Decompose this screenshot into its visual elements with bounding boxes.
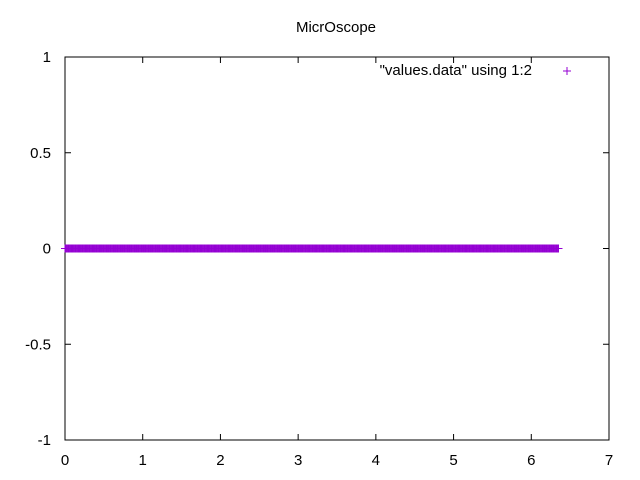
legend-label: "values.data" using 1:2 [380,62,532,79]
y-tick-label: 0 [43,241,51,258]
y-tick-label: -1 [38,432,51,449]
x-tick-label: 1 [139,452,147,469]
x-tick-label: 3 [294,452,302,469]
y-tick-label: 0.5 [30,145,51,162]
series-layer [61,244,563,253]
x-tick-label: 2 [216,452,224,469]
chart-title: MicrOscope [296,19,376,36]
x-tick-label: 6 [527,452,535,469]
legend: "values.data" using 1:2 [380,62,571,79]
y-tick-label: -0.5 [25,336,51,353]
x-tick-label: 4 [372,452,380,469]
legend-plus-icon [563,67,571,75]
x-tick-label: 0 [61,452,69,469]
data-point [554,244,563,253]
x-tick-label: 7 [605,452,613,469]
y-tick-label: 1 [43,49,51,66]
legend-marker-icon [563,67,571,75]
x-tick-label: 5 [449,452,457,469]
axes: 0 1 2 3 4 5 6 7 -1 -0.5 0 0.5 1 [25,49,613,469]
